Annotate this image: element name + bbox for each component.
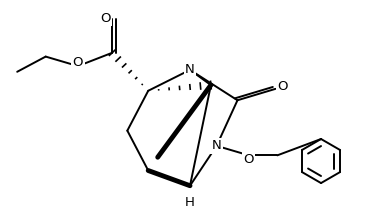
Text: O: O <box>244 153 254 166</box>
Text: N: N <box>212 139 222 152</box>
Text: H: H <box>185 196 195 209</box>
Text: O: O <box>100 12 111 25</box>
Text: O: O <box>277 80 288 94</box>
Text: N: N <box>185 63 195 76</box>
Text: O: O <box>73 56 83 69</box>
